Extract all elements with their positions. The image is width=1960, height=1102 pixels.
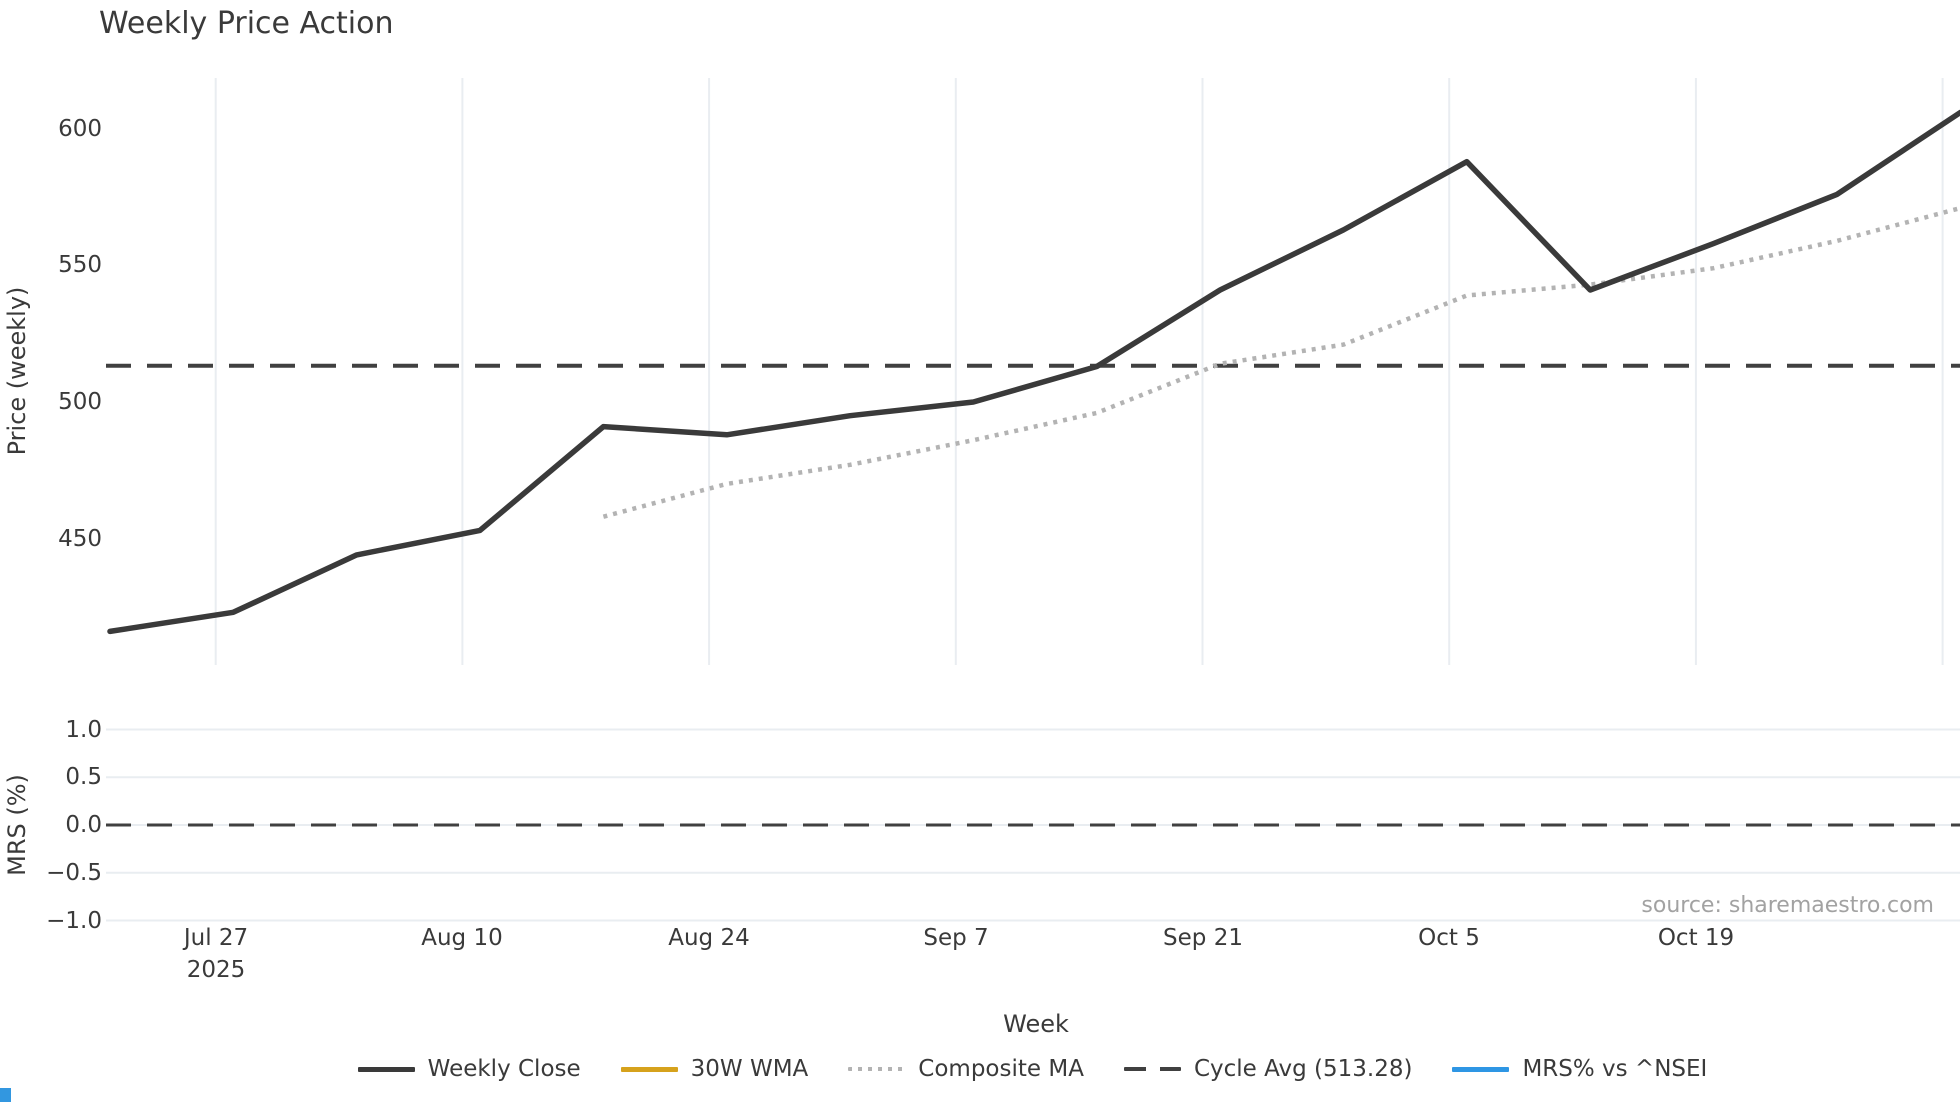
x-tick-label: Sep 7 bbox=[923, 925, 989, 951]
weekly-close-line bbox=[107, 109, 1960, 635]
mrs-tick-label: −1.0 bbox=[46, 908, 102, 934]
legend-item-30w-wma: 30W WMA bbox=[620, 1056, 809, 1082]
legend-label-30w-wma: 30W WMA bbox=[690, 1056, 809, 1082]
ui-fragment-blue bbox=[0, 1088, 11, 1102]
legend-label-cycle-avg: Cycle Avg (513.28) bbox=[1193, 1056, 1413, 1082]
source-credit: source: sharemaestro.com bbox=[1641, 893, 1934, 918]
price-axis-label: Price (weekly) bbox=[3, 286, 31, 456]
x-tick-label: Oct 19 bbox=[1657, 925, 1735, 951]
mrs-tick-label: 0.5 bbox=[65, 764, 102, 790]
price-tick-label: 550 bbox=[58, 252, 102, 278]
legend-label-weekly-close: Weekly Close bbox=[427, 1056, 581, 1082]
price-tick-label: 500 bbox=[58, 389, 102, 415]
mrs-tick-label: 1.0 bbox=[65, 717, 102, 743]
cycle-avg-line-swatch bbox=[1123, 1067, 1181, 1071]
composite-ma-line bbox=[602, 205, 1960, 519]
legend-item-weekly-close: Weekly Close bbox=[357, 1056, 581, 1082]
x-tick-label: Jul 27 bbox=[183, 925, 249, 951]
chart-title: Weekly Price Action bbox=[99, 6, 394, 41]
wma-line-swatch bbox=[620, 1066, 678, 1072]
x-tick-label: Oct 5 bbox=[1418, 925, 1480, 951]
mrs-tick-label: −0.5 bbox=[46, 860, 102, 886]
x-tick-label: Aug 10 bbox=[421, 925, 503, 951]
legend-label-mrs: MRS% vs ^NSEI bbox=[1522, 1056, 1708, 1082]
mrs-tick-label: 0.0 bbox=[65, 812, 102, 838]
weekly-close-line-swatch bbox=[357, 1066, 415, 1072]
week-axis-label: Week bbox=[1003, 1010, 1069, 1038]
x-tick-label: Aug 24 bbox=[668, 925, 750, 951]
x-tick-label: Sep 21 bbox=[1163, 925, 1243, 951]
price-tick-label: 450 bbox=[58, 526, 102, 552]
legend-item-composite-ma: Composite MA bbox=[848, 1056, 1084, 1082]
mrs-line-swatch bbox=[1452, 1066, 1510, 1072]
price-tick-label: 600 bbox=[58, 116, 102, 142]
legend-item-cycle-avg: Cycle Avg (513.28) bbox=[1123, 1056, 1413, 1082]
legend: Weekly Close 30W WMA Composite MA Cycle … bbox=[105, 1052, 1960, 1086]
composite-ma-line-swatch bbox=[848, 1066, 906, 1072]
legend-label-composite-ma: Composite MA bbox=[918, 1056, 1084, 1082]
x-tick-year-label: 2025 bbox=[186, 957, 246, 983]
legend-item-mrs: MRS% vs ^NSEI bbox=[1452, 1056, 1707, 1082]
